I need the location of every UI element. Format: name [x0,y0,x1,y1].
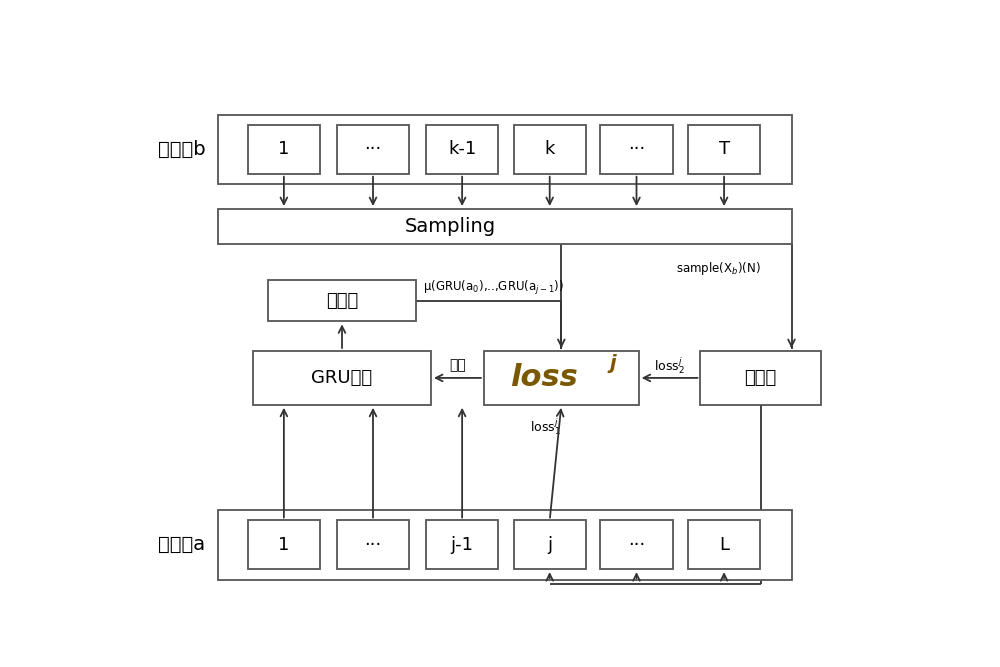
Text: k: k [545,140,555,158]
Text: 更新: 更新 [449,358,466,372]
FancyBboxPatch shape [688,125,760,174]
FancyBboxPatch shape [426,125,498,174]
Text: 说话人b: 说话人b [158,140,205,159]
Text: j-1: j-1 [451,536,474,554]
FancyBboxPatch shape [600,520,673,569]
Text: L: L [719,536,729,554]
Text: sample(X$_b$)(N): sample(X$_b$)(N) [676,259,761,277]
Text: j: j [610,354,617,373]
Text: 取均值: 取均值 [744,369,777,387]
FancyBboxPatch shape [218,510,792,580]
FancyBboxPatch shape [514,520,586,569]
Text: j: j [547,536,552,554]
Text: ···: ··· [364,536,382,554]
FancyBboxPatch shape [688,520,760,569]
Text: 说话人a: 说话人a [158,536,205,554]
FancyBboxPatch shape [337,125,409,174]
FancyBboxPatch shape [484,351,639,405]
Text: Sampling: Sampling [405,217,496,236]
Text: ···: ··· [628,140,645,158]
Text: T: T [719,140,730,158]
FancyBboxPatch shape [248,125,320,174]
Text: loss$_2^j$: loss$_2^j$ [654,355,685,376]
Text: ···: ··· [364,140,382,158]
Text: GRU模块: GRU模块 [311,369,373,387]
Text: loss$_1^j$: loss$_1^j$ [530,416,561,437]
Text: ···: ··· [628,536,645,554]
FancyBboxPatch shape [248,520,320,569]
Text: μ(GRU(a$_0$),..,GRU(a$_{j-1}$)): μ(GRU(a$_0$),..,GRU(a$_{j-1}$)) [423,279,564,297]
FancyBboxPatch shape [337,520,409,569]
FancyBboxPatch shape [700,351,821,405]
FancyBboxPatch shape [600,125,673,174]
FancyBboxPatch shape [218,115,792,184]
FancyBboxPatch shape [514,125,586,174]
Text: 1: 1 [278,140,290,158]
Text: 取均值: 取均值 [326,292,358,310]
Text: k-1: k-1 [448,140,476,158]
FancyBboxPatch shape [426,520,498,569]
FancyBboxPatch shape [218,209,792,244]
Text: loss: loss [510,364,578,392]
FancyBboxPatch shape [268,280,416,321]
Text: 1: 1 [278,536,290,554]
FancyBboxPatch shape [253,351,431,405]
